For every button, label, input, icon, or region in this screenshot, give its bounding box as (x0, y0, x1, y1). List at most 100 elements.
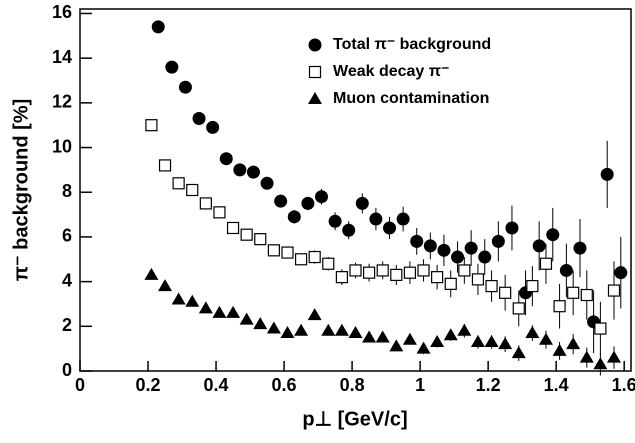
data-point (172, 177, 185, 190)
data-point (567, 286, 580, 299)
x-tick-label: 1.6 (612, 375, 635, 395)
x-axis-title: p⊥ [GeV/c] (302, 408, 407, 430)
data-point (511, 346, 526, 359)
x-tick-label: 0.4 (204, 375, 229, 395)
data-point (485, 279, 498, 293)
data-point (457, 323, 472, 336)
data-point (348, 326, 363, 339)
data-point (491, 234, 505, 248)
data-point (593, 357, 608, 370)
data-point (614, 266, 628, 280)
data-point (403, 266, 417, 279)
y-tick-label: 2 (62, 315, 72, 335)
data-point (410, 234, 424, 248)
x-tick-label: 1.4 (544, 375, 569, 395)
data-point (260, 176, 274, 190)
data-point (444, 277, 457, 290)
data-point (185, 294, 200, 307)
data-point (458, 264, 471, 277)
plot-frame (79, 8, 632, 372)
data-point (376, 264, 389, 277)
data-point (451, 250, 465, 264)
legend-label: Total π⁻ background (333, 36, 491, 53)
data-point (206, 120, 220, 134)
data-point (240, 228, 253, 241)
data-point (396, 212, 410, 226)
y-tick-label: 0 (62, 360, 72, 380)
data-point (362, 330, 377, 343)
y-axis-title: π⁻ background [%] (10, 99, 32, 282)
data-point (307, 308, 322, 321)
data-point (226, 305, 241, 318)
data-point (281, 246, 294, 259)
y-tick-label: 6 (62, 226, 72, 246)
data-point (355, 196, 369, 210)
data-point (287, 210, 301, 224)
legend-marker (308, 65, 322, 79)
data-point (484, 334, 499, 347)
data-point (579, 350, 594, 363)
data-point (538, 332, 553, 345)
y-tick-label: 14 (52, 47, 72, 67)
data-point (594, 322, 607, 335)
data-point (199, 197, 212, 210)
data-point (349, 264, 362, 277)
legend-label: Weak decay π⁻ (333, 63, 449, 80)
data-point (280, 326, 295, 339)
data-point (246, 165, 260, 179)
data-point (212, 305, 227, 318)
data-point (328, 214, 342, 228)
data-point (478, 250, 492, 264)
data-point (171, 292, 186, 305)
data-point (512, 302, 525, 315)
data-point (266, 321, 281, 334)
data-point (342, 223, 356, 237)
data-point (233, 163, 247, 177)
data-point (335, 271, 348, 284)
data-point (471, 273, 485, 286)
data-point (417, 264, 430, 277)
data-point (389, 339, 404, 352)
y-tick-label: 8 (62, 181, 72, 201)
data-point (431, 271, 444, 284)
y-tick-label: 10 (52, 136, 72, 156)
data-point (499, 286, 512, 299)
data-point (539, 257, 553, 270)
data-point (443, 328, 458, 341)
data-point (239, 312, 254, 325)
data-point (226, 221, 240, 235)
data-point (402, 332, 417, 345)
data-point (526, 279, 539, 293)
data-point (525, 326, 540, 339)
data-point (369, 212, 383, 226)
data-point (552, 343, 567, 356)
data-point (294, 253, 308, 266)
x-tick-label: 0.8 (340, 375, 365, 395)
legend-marker (308, 92, 322, 104)
data-point (198, 301, 213, 314)
data-point (178, 80, 192, 94)
data-point (505, 221, 519, 235)
data-point (158, 159, 172, 172)
data-point (416, 341, 431, 354)
data-point (375, 330, 390, 343)
data-point (274, 194, 288, 208)
data-point (553, 300, 566, 313)
data-point (580, 288, 593, 302)
data-point (559, 263, 573, 277)
data-point (573, 241, 587, 255)
y-tick-label: 12 (52, 92, 72, 112)
data-point (321, 323, 336, 336)
data-point (308, 250, 321, 264)
data-point (301, 196, 315, 210)
data-point (165, 60, 179, 74)
x-tick-label: 0 (75, 375, 85, 395)
data-point (151, 20, 165, 34)
data-point (566, 337, 581, 350)
data-point (314, 190, 328, 204)
data-point (607, 284, 621, 297)
data-point (253, 317, 268, 330)
data-point (267, 244, 280, 257)
data-point (219, 152, 233, 166)
